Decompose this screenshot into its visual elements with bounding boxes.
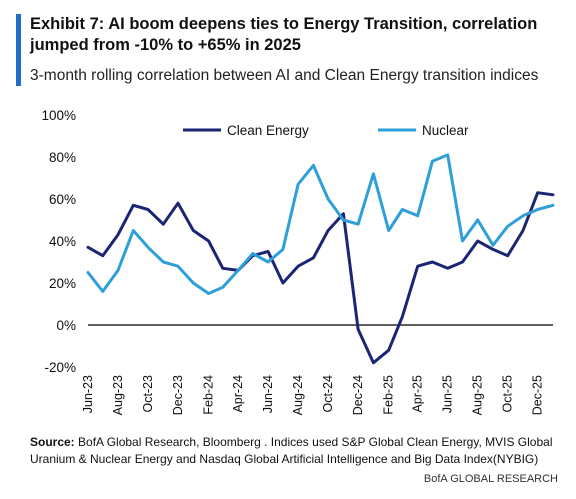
legend-label: Clean Energy xyxy=(227,123,309,138)
y-tick-label: 0% xyxy=(56,318,76,333)
title-accent-bar xyxy=(16,14,21,86)
source-text: BofA Global Research, Bloomberg . Indice… xyxy=(30,435,553,466)
x-tick-label: Dec-24 xyxy=(351,375,365,415)
source-label: Source: xyxy=(30,435,75,449)
series-line-nuclear xyxy=(86,153,555,295)
legend-label: Nuclear xyxy=(422,123,469,138)
y-tick-label: 40% xyxy=(49,234,76,249)
x-tick-label: Oct-25 xyxy=(501,375,515,413)
x-tick-label: Jun-23 xyxy=(81,375,95,413)
x-tick-label: Feb-25 xyxy=(382,375,396,415)
x-tick-label: Aug-25 xyxy=(471,375,485,415)
y-tick-label: 60% xyxy=(49,192,76,207)
x-tick-label: Jun-25 xyxy=(441,375,455,413)
line-chart: 100% 80% 60% 40% 20% 0% -20% Jun-23 Aug-23 Oct-23… xyxy=(41,108,555,415)
x-tick-label: Feb-24 xyxy=(202,375,216,415)
y-tick-label: 80% xyxy=(49,150,76,165)
chart-subtitle: 3-month rolling correlation between AI a… xyxy=(30,67,539,84)
x-tick-label: Aug-24 xyxy=(291,375,305,415)
x-tick-label: Apr-24 xyxy=(231,375,245,413)
brand-label: BofA GLOBAL RESEARCH xyxy=(423,473,558,485)
x-tick-label: Aug-23 xyxy=(111,375,125,415)
x-tick-label: Oct-24 xyxy=(321,375,335,413)
x-tick-label: Oct-23 xyxy=(141,375,155,413)
series-line-clean-energy xyxy=(86,191,555,365)
x-tick-label: Dec-25 xyxy=(531,375,545,415)
y-tick-label: 100% xyxy=(41,108,76,123)
y-tick-label: -20% xyxy=(44,360,76,375)
x-tick-label: Jun-24 xyxy=(261,375,275,413)
chart-title: Exhibit 7: AI boom deepens ties to Energ… xyxy=(30,15,538,54)
x-tick-label: Dec-23 xyxy=(171,375,185,415)
x-tick-label: Apr-25 xyxy=(411,375,425,413)
y-tick-label: 20% xyxy=(49,276,76,291)
source-note: Source: BofA Global Research, Bloomberg … xyxy=(30,434,570,468)
